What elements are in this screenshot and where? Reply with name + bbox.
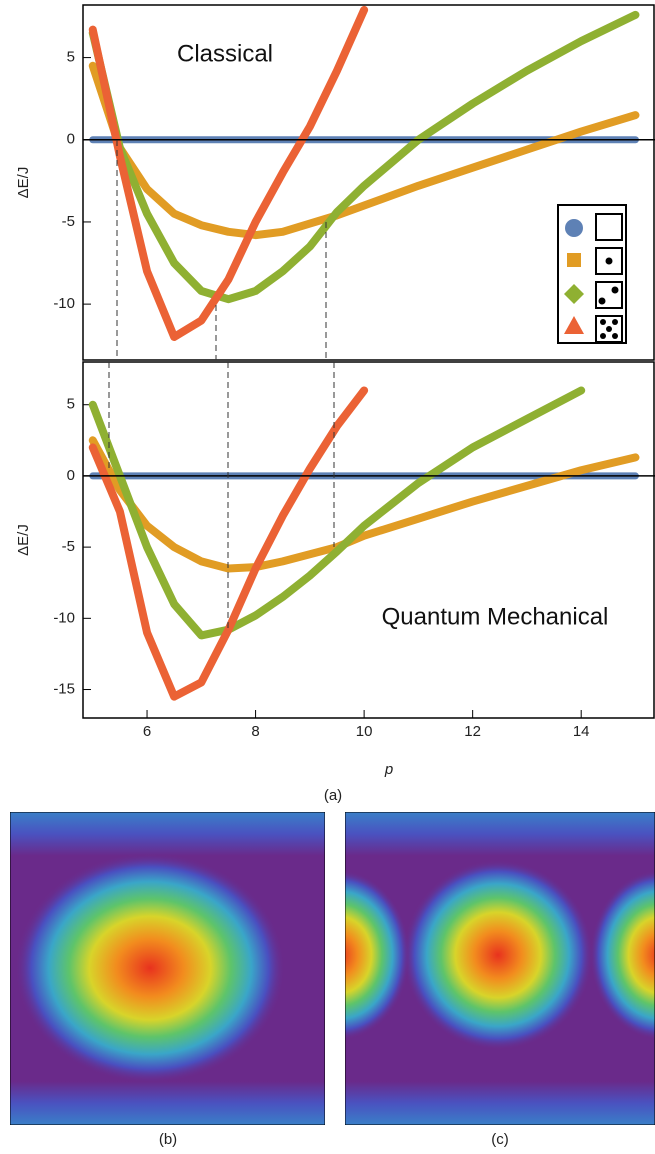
y-axis-label: ΔE/J <box>15 167 32 199</box>
y-tick-label: 5 <box>67 49 75 66</box>
x-tick-label: 10 <box>356 723 373 740</box>
y-tick-label: -5 <box>62 538 75 555</box>
panel-label: (a) <box>324 787 342 804</box>
series-line <box>88 436 640 573</box>
chart-panel: -15 -10 -5 0 5 6 8 10 12 14 ΔE/J p Quantum Mechanica… <box>15 361 655 778</box>
plot-area <box>88 386 640 701</box>
series-line <box>88 10 640 304</box>
dashed-guides <box>108 140 335 630</box>
y-axis-label: ΔE/J <box>15 524 32 556</box>
frame <box>82 4 655 361</box>
y-tick-label: -10 <box>53 295 75 312</box>
series-line <box>88 386 586 640</box>
y-tick-label: 5 <box>67 396 75 413</box>
x-axis-label: p <box>384 761 393 778</box>
chart-panel: -10 -5 0 5 ΔE/J Classical <box>15 4 655 361</box>
series-line <box>88 61 640 240</box>
y-tick-label: 0 <box>67 131 75 148</box>
panel-label: (c) <box>491 1131 509 1148</box>
series-line <box>88 386 369 701</box>
x-tick-label: 14 <box>573 723 590 740</box>
series-line <box>88 5 369 341</box>
annotation: Quantum Mechanical <box>382 603 609 630</box>
heatmap-b <box>10 812 325 1125</box>
annotation: Classical <box>177 40 273 67</box>
legend <box>557 204 627 344</box>
plot-area <box>88 5 640 341</box>
y-tick-label: 0 <box>67 467 75 484</box>
x-tick-label: 6 <box>143 723 151 740</box>
x-tick-label: 8 <box>251 723 259 740</box>
y-tick-label: -10 <box>53 609 75 626</box>
panel-label: (b) <box>159 1131 177 1148</box>
heatmap-c <box>345 812 655 1125</box>
frame <box>82 361 655 719</box>
y-tick-label: -5 <box>62 213 75 230</box>
x-tick-label: 12 <box>464 723 481 740</box>
y-tick-label: -15 <box>53 680 75 697</box>
